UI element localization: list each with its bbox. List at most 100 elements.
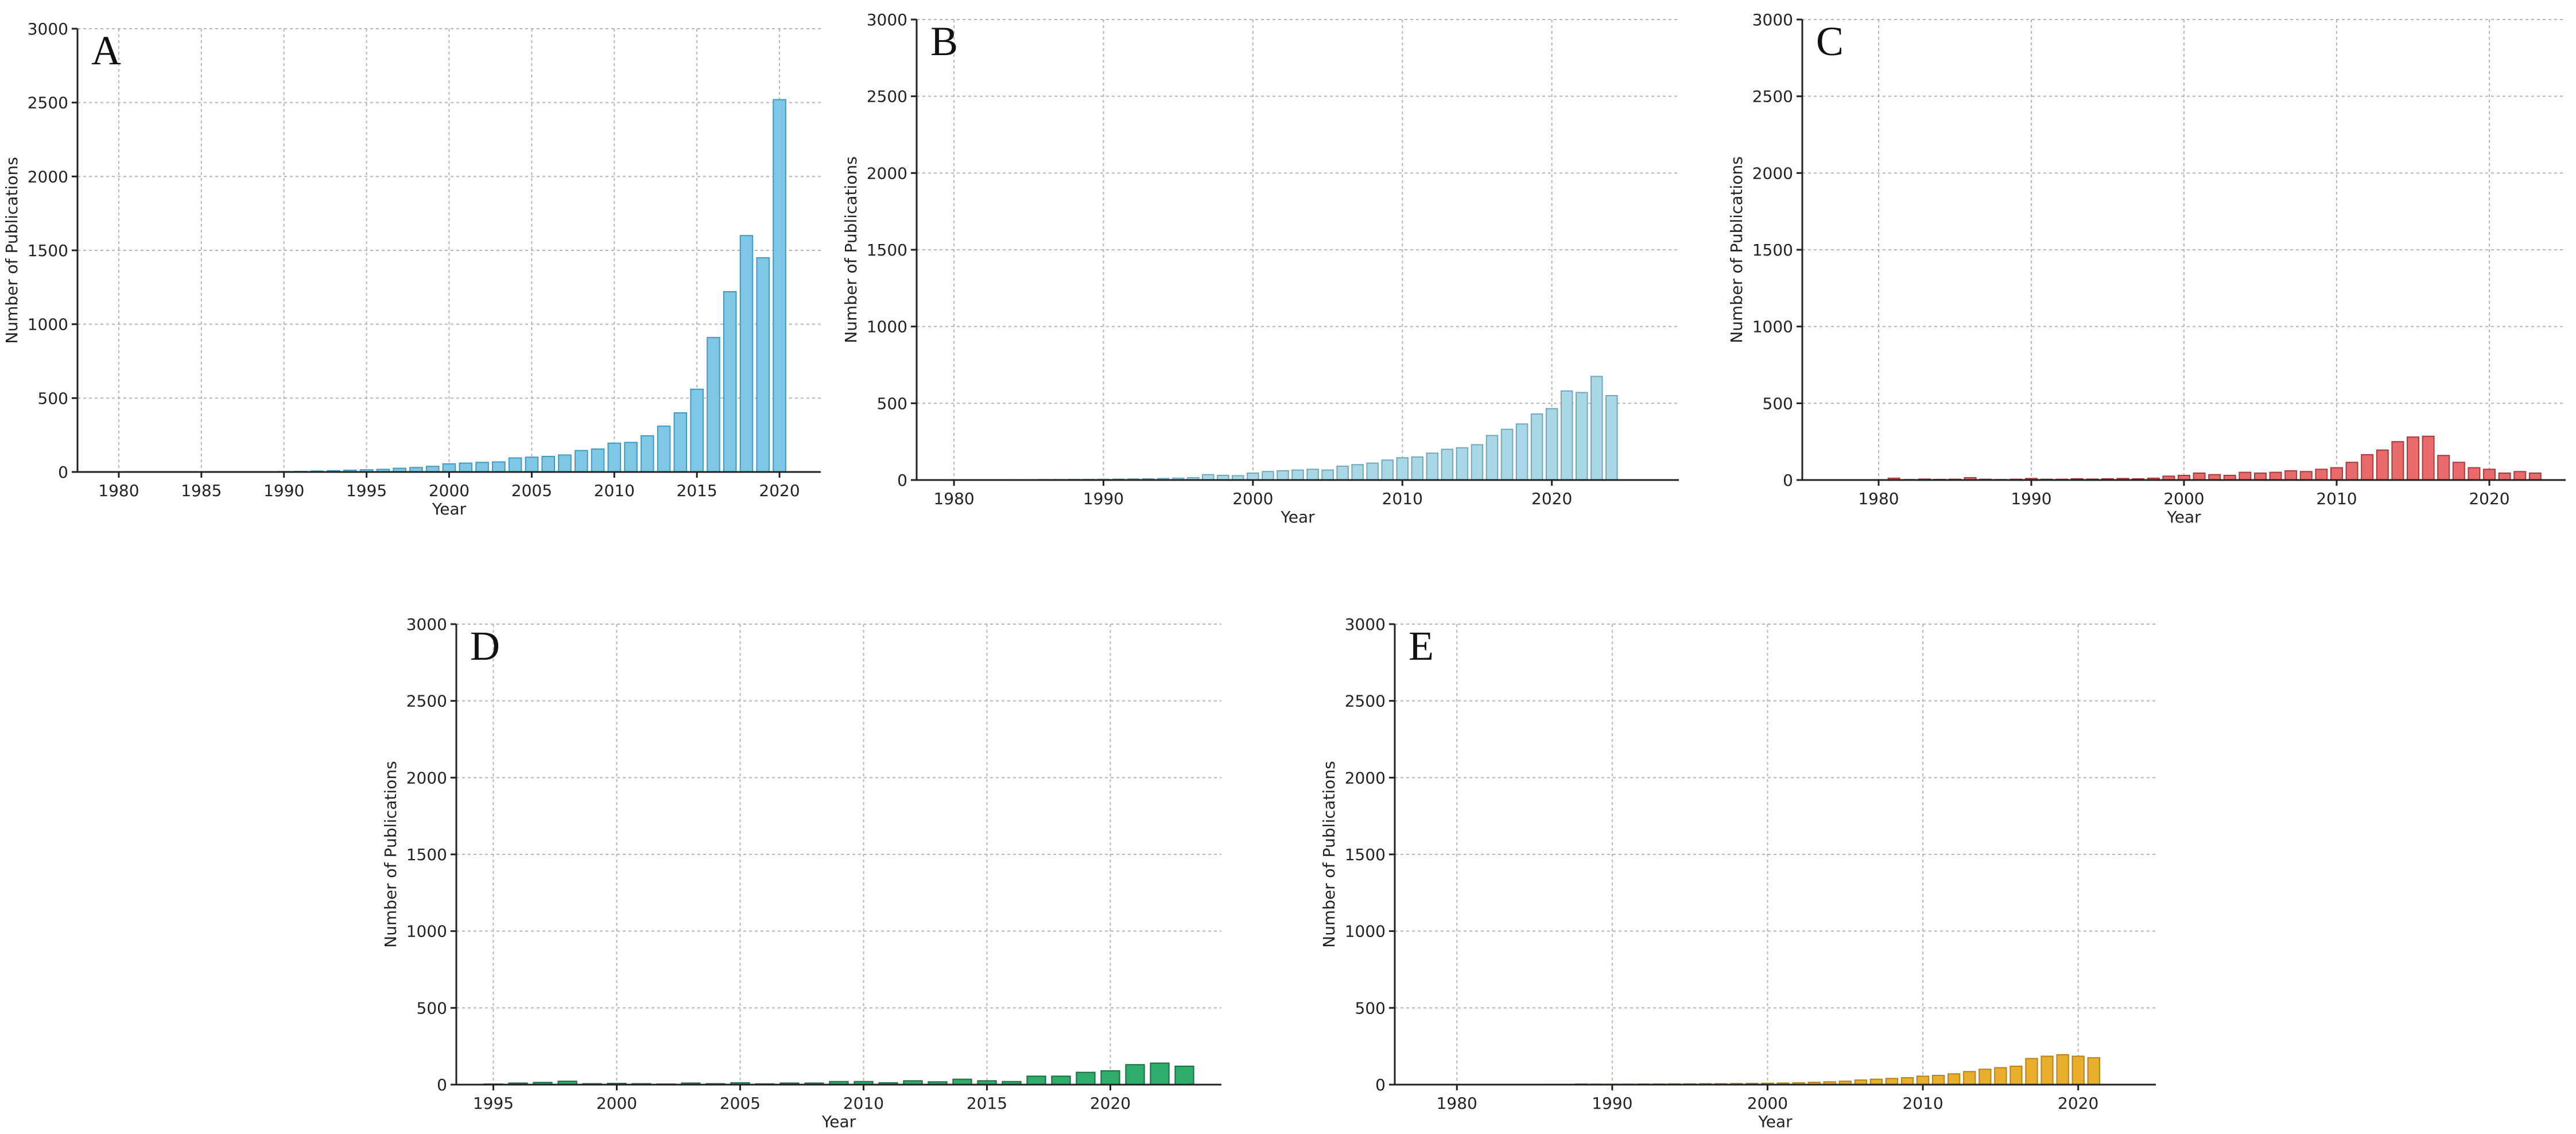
x-tick-label: 2010	[594, 481, 635, 500]
bar	[723, 291, 737, 473]
x-axis-label: Year	[1280, 508, 1315, 527]
bar	[2269, 471, 2282, 481]
bar	[2437, 455, 2450, 481]
panel-e: 0 500 1000 1500 2000 2500 3000 1980 1990 2000 2010…	[1320, 615, 2156, 1131]
x-tick-label: 2010	[2316, 489, 2357, 508]
y-axis-label: Number of Publications	[841, 156, 860, 343]
panel-b: 0 500 1000 1500 2000 2500 3000 1980 1990 2000 2010…	[841, 10, 1679, 527]
bar	[1471, 444, 1484, 481]
bar	[756, 257, 770, 473]
bar	[1150, 1062, 1170, 1086]
x-tick-label: 2000	[596, 1094, 637, 1113]
bar	[1530, 413, 1543, 481]
bar	[2330, 467, 2343, 481]
y-tick-label: 1500	[406, 845, 447, 864]
y-tick-label: 500	[877, 394, 907, 413]
bar	[2284, 470, 2298, 481]
bar	[1351, 464, 1364, 481]
y-tick-label: 1000	[867, 318, 907, 336]
y-tick-label: 2000	[1345, 768, 1386, 787]
x-tick-label: 1980	[933, 489, 974, 508]
y-tick-label: 2500	[406, 692, 447, 711]
y-tick-label: 500	[1763, 394, 1793, 413]
bar	[1590, 376, 1603, 481]
bar	[1515, 423, 1528, 481]
y-tick-label: 3000	[1752, 10, 1793, 29]
x-axis-label: Year	[432, 500, 467, 518]
bar	[1931, 1074, 1945, 1085]
y-tick-label: 1500	[1752, 241, 1793, 260]
bar	[2376, 449, 2389, 481]
x-tick-label: 2010	[1902, 1094, 1943, 1113]
bar	[1885, 1078, 1899, 1085]
y-tick-label: 1000	[28, 315, 68, 334]
bar	[1426, 452, 1439, 481]
bar	[2056, 1054, 2069, 1085]
y-axis-label: Number of Publications	[1727, 156, 1746, 343]
bar	[657, 425, 671, 473]
bar	[2345, 462, 2358, 481]
bar	[739, 235, 754, 473]
bar	[2422, 435, 2435, 481]
bar	[2193, 472, 2206, 481]
bar	[2299, 471, 2313, 481]
y-tick-label: 2500	[28, 94, 68, 113]
x-tick-label: 2000	[429, 481, 470, 500]
bar	[1441, 448, 1454, 481]
y-tick-label: 1000	[1752, 318, 1793, 336]
bar	[2239, 471, 2252, 481]
bar	[1978, 1069, 1992, 1086]
bar	[1336, 465, 1349, 481]
x-tick-label: 1995	[346, 481, 387, 500]
x-axis-label: Year	[2166, 508, 2201, 527]
bar	[1900, 1077, 1914, 1085]
bar	[558, 454, 572, 473]
x-tick-label: 1985	[181, 481, 222, 500]
y-tick-label: 2500	[1345, 692, 1386, 711]
y-tick-label: 0	[1375, 1075, 1386, 1094]
bar	[2025, 1058, 2038, 1086]
x-tick-label: 1995	[473, 1094, 514, 1113]
x-tick-label: 1980	[1437, 1094, 1477, 1113]
bar	[1560, 390, 1573, 481]
y-tick-label: 3000	[867, 10, 907, 29]
y-axis-label: Number of Publications	[1320, 761, 1339, 948]
bar	[673, 412, 688, 473]
bar	[1291, 469, 1304, 481]
x-tick-label: 2010	[843, 1094, 884, 1113]
x-tick-label: 2020	[1090, 1094, 1131, 1113]
x-tick-label: 2015	[967, 1094, 1007, 1113]
bar	[591, 448, 605, 473]
bar	[574, 450, 588, 473]
bar	[2391, 441, 2404, 481]
x-tick-label: 1990	[1592, 1094, 1632, 1113]
y-tick-label: 2500	[1752, 87, 1793, 106]
y-tick-label: 1500	[1345, 845, 1386, 864]
y-tick-label: 2000	[406, 768, 447, 787]
bar	[1396, 457, 1409, 481]
x-tick-label: 1990	[1083, 489, 1124, 508]
bar	[1247, 472, 1259, 481]
bar	[1947, 1073, 1961, 1085]
bar	[1306, 469, 1319, 481]
panel-letter: C	[1816, 18, 1844, 64]
y-tick-label: 0	[1783, 471, 1793, 490]
x-tick-label: 2020	[759, 481, 800, 500]
y-tick-label: 1000	[1345, 922, 1386, 941]
bar	[1605, 394, 1618, 481]
y-tick-label: 0	[58, 463, 68, 482]
bar	[2087, 1057, 2100, 1086]
x-tick-label: 2000	[2163, 489, 2204, 508]
bar	[1456, 447, 1469, 481]
bar	[1411, 456, 1424, 481]
bar	[2528, 472, 2542, 481]
bar	[508, 457, 522, 473]
bar	[1485, 435, 1499, 481]
bar	[1262, 471, 1274, 481]
y-tick-label: 500	[1355, 998, 1386, 1017]
bar	[1916, 1075, 1930, 1085]
panel-letter: B	[930, 18, 958, 64]
y-tick-label: 2000	[867, 164, 907, 183]
panel-a: 0 500 1000 1500 2000 2500 3000 1980 1985 1990 1995…	[2, 20, 821, 518]
bar	[1381, 459, 1394, 481]
